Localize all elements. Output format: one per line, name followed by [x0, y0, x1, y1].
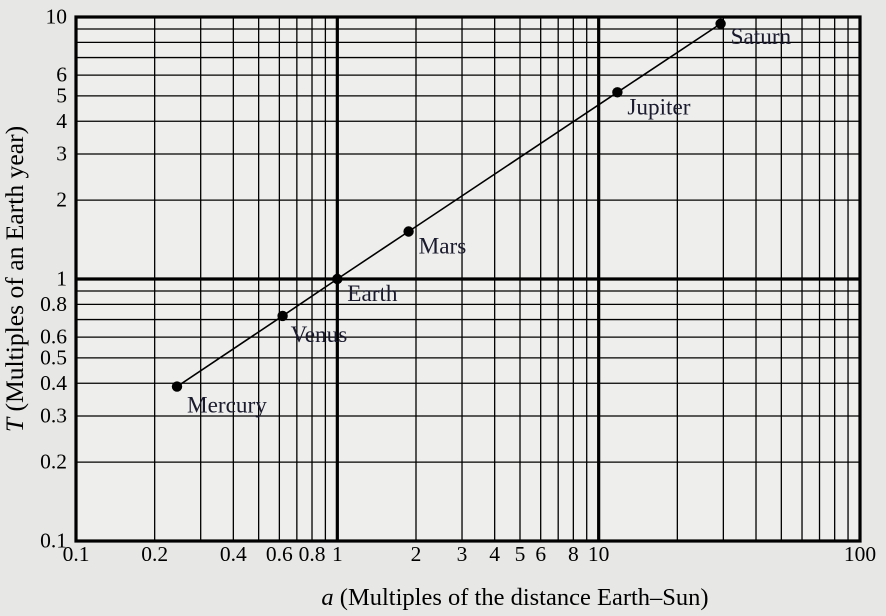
- svg-text:0.2: 0.2: [141, 542, 168, 566]
- svg-text:5: 5: [56, 83, 67, 107]
- svg-text:0.8: 0.8: [40, 292, 67, 316]
- svg-text:Saturn: Saturn: [731, 24, 792, 50]
- svg-text:8: 8: [568, 542, 579, 566]
- svg-text:10: 10: [46, 5, 68, 29]
- svg-text:0.6: 0.6: [40, 325, 67, 349]
- svg-text:Mars: Mars: [419, 234, 467, 260]
- svg-text:Venus: Venus: [291, 322, 348, 348]
- svg-text:Jupiter: Jupiter: [627, 94, 690, 120]
- svg-text:6: 6: [535, 542, 546, 566]
- svg-text:100: 100: [844, 542, 876, 566]
- svg-text:0.8: 0.8: [299, 542, 326, 566]
- svg-text:0.5: 0.5: [40, 345, 67, 369]
- svg-text:4: 4: [56, 109, 67, 133]
- svg-text:2: 2: [56, 188, 67, 212]
- svg-text:0.2: 0.2: [40, 450, 67, 474]
- svg-text:3: 3: [56, 141, 67, 165]
- svg-text:0.4: 0.4: [40, 371, 67, 395]
- svg-text:6: 6: [56, 63, 67, 87]
- svg-text:0.1: 0.1: [40, 529, 67, 553]
- svg-text:0.4: 0.4: [220, 542, 247, 566]
- svg-text:5: 5: [515, 542, 526, 566]
- svg-text:1: 1: [56, 267, 67, 291]
- svg-text:0.6: 0.6: [266, 542, 293, 566]
- svg-text:4: 4: [489, 542, 500, 566]
- svg-text:3: 3: [457, 542, 468, 566]
- svg-text:2: 2: [411, 542, 422, 566]
- svg-text:Earth: Earth: [347, 281, 398, 307]
- svg-text:Mercury: Mercury: [187, 393, 267, 419]
- svg-text:0.3: 0.3: [40, 403, 67, 427]
- svg-text:1: 1: [332, 542, 343, 566]
- svg-text:10: 10: [588, 542, 610, 566]
